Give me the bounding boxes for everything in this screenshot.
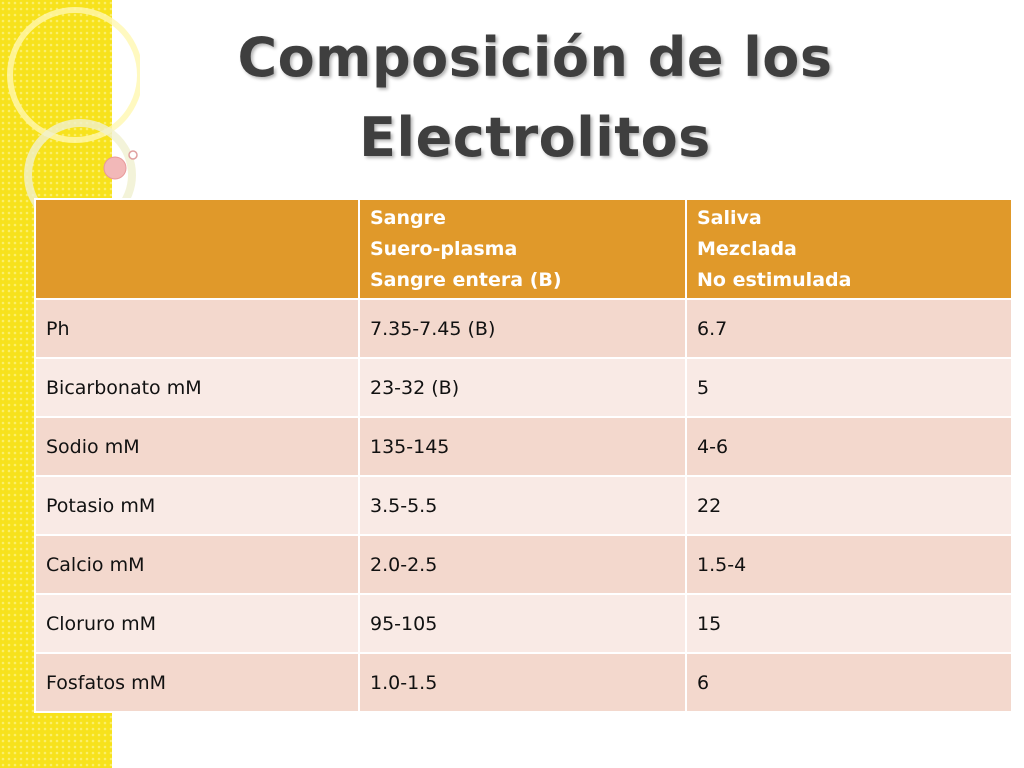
row: Calcio mM 2.0-2.5 1.5-4 bbox=[34, 534, 1013, 595]
row: Sodio mM 135-145 4-6 bbox=[34, 416, 1013, 477]
dot bbox=[128, 150, 138, 160]
row: Ph 7.35-7.45 (B) 6.7 bbox=[34, 298, 1013, 359]
cell: 23-32 (B) bbox=[358, 357, 687, 418]
cell: 6 bbox=[685, 652, 1013, 713]
row: Fosfatos mM 1.0-1.5 6 bbox=[34, 652, 1013, 713]
cell: 1.0-1.5 bbox=[358, 652, 687, 713]
cell: 2.0-2.5 bbox=[358, 534, 687, 595]
cell: 6.7 bbox=[685, 298, 1013, 359]
header-cell: Sangre Suero-plasma Sangre entera (B) bbox=[358, 198, 687, 300]
header-line: Sangre bbox=[370, 206, 446, 229]
cell: Bicarbonato mM bbox=[34, 357, 360, 418]
row: Potasio mM 3.5-5.5 22 bbox=[34, 475, 1013, 536]
cell: Fosfatos mM bbox=[34, 652, 360, 713]
cell: 3.5-5.5 bbox=[358, 475, 687, 536]
cell: 7.35-7.45 (B) bbox=[358, 298, 687, 359]
row: Cloruro mM 95-105 15 bbox=[34, 593, 1013, 654]
cell: 22 bbox=[685, 475, 1013, 536]
cell: 95-105 bbox=[358, 593, 687, 654]
cell: Sodio mM bbox=[34, 416, 360, 477]
cell: 4-6 bbox=[685, 416, 1013, 477]
dot bbox=[103, 156, 127, 180]
cell: 135-145 bbox=[358, 416, 687, 477]
header-row: Sangre Suero-plasma Sangre entera (B) Saliv… bbox=[34, 198, 1013, 300]
header-line: Sangre entera (B) bbox=[370, 268, 562, 291]
cell: 5 bbox=[685, 357, 1013, 418]
cell: 1.5-4 bbox=[685, 534, 1013, 595]
cell: Cloruro mM bbox=[34, 593, 360, 654]
header-cell: Saliva Mezclada No estimulada bbox=[685, 198, 1013, 300]
table: Sangre Suero-plasma Sangre entera (B) Saliv… bbox=[34, 198, 1013, 713]
header-line: Saliva bbox=[697, 206, 762, 229]
cell: Calcio mM bbox=[34, 534, 360, 595]
row: Bicarbonato mM 23-32 (B) 5 bbox=[34, 357, 1013, 418]
cell: 15 bbox=[685, 593, 1013, 654]
cell: Potasio mM bbox=[34, 475, 360, 536]
header-line: Mezclada bbox=[697, 237, 797, 260]
ring bbox=[7, 7, 140, 143]
cell: Ph bbox=[34, 298, 360, 359]
header-line: Suero-plasma bbox=[370, 237, 518, 260]
title: Composición de los Electrolitos bbox=[237, 26, 833, 169]
header-line: No estimulada bbox=[697, 268, 852, 291]
header-cell bbox=[34, 198, 360, 300]
